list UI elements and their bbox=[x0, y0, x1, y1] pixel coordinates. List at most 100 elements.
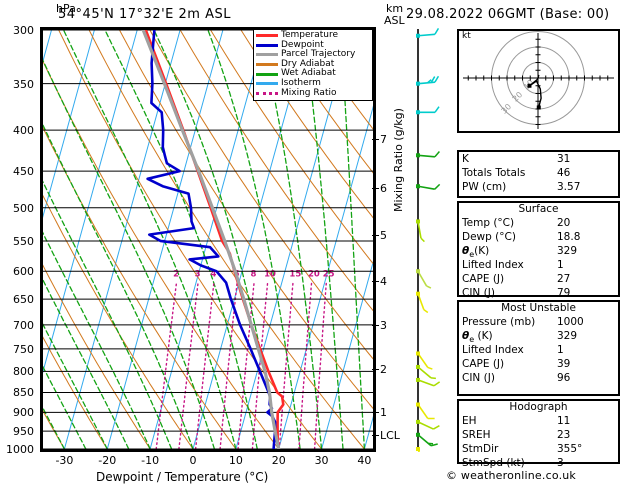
height-tick-label: 7 bbox=[380, 133, 387, 147]
info-value: 96 bbox=[557, 372, 571, 384]
pressure-tick-label: 1000 bbox=[6, 443, 34, 456]
pressure-tick-label: 850 bbox=[13, 386, 34, 400]
info-row: Lifted Index 1 bbox=[459, 343, 618, 357]
mixing-ratio-label: 10 bbox=[264, 270, 276, 280]
pressure-unit-label: hPa bbox=[56, 2, 76, 15]
pressure-tick-label: 750 bbox=[13, 342, 34, 356]
info-label: Lifted Index bbox=[462, 344, 524, 356]
info-row: θe(K) 329 bbox=[459, 244, 618, 260]
info-value: 23 bbox=[557, 429, 571, 441]
pressure-tick-label: 550 bbox=[13, 234, 34, 248]
mixing-ratio-label: 4 bbox=[210, 270, 216, 280]
info-value: 20 bbox=[557, 217, 571, 229]
lcl-label: LCL bbox=[380, 428, 400, 442]
wind-barb bbox=[416, 151, 440, 158]
isotherm-line bbox=[43, 30, 95, 219]
legend-swatch bbox=[256, 43, 278, 47]
legend-label: Dewpoint bbox=[281, 39, 324, 50]
info-value: 11 bbox=[557, 415, 571, 427]
hodograph-marker bbox=[527, 83, 532, 88]
wind-barb bbox=[416, 364, 436, 380]
dry-adiabat-line bbox=[270, 30, 373, 174]
wind-barb bbox=[416, 219, 425, 243]
pressure-tick-label: 950 bbox=[13, 425, 34, 439]
height-tick-mark bbox=[372, 139, 379, 141]
info-row: Temp (°C) 20 bbox=[459, 216, 618, 230]
info-row: PW (cm) 3.57 bbox=[459, 180, 618, 194]
height-tick-label: 5 bbox=[380, 228, 387, 242]
info-row: SREH 23 bbox=[459, 428, 618, 442]
datetime-title: 29.08.2022 06GMT (Base: 00) bbox=[406, 7, 610, 22]
info-value: 3 bbox=[557, 457, 564, 469]
most-unstable-box: Most Unstable Pressure (mb) 1000 θe (K) 329 L… bbox=[457, 300, 620, 396]
info-label: CIN (J) bbox=[462, 372, 495, 384]
wind-barb bbox=[416, 402, 435, 420]
wet-adiabat-line bbox=[43, 58, 216, 449]
temperature-tick-label: -30 bbox=[55, 454, 74, 467]
station-title: 54°45'N 17°32'E 2m ASL bbox=[58, 7, 231, 22]
info-value: 1 bbox=[557, 259, 564, 271]
temperature-tick-label: 10 bbox=[228, 454, 243, 467]
info-label: Lifted Index bbox=[462, 259, 524, 271]
legend-item: Temperature bbox=[256, 30, 370, 41]
info-value: 27 bbox=[557, 273, 571, 285]
wind-barb bbox=[416, 351, 433, 370]
temperature-tick-label: -10 bbox=[141, 454, 160, 467]
info-value: 18.8 bbox=[557, 231, 581, 243]
info-value: 329 bbox=[557, 330, 578, 342]
legend-swatch bbox=[256, 63, 278, 67]
height-tick-mark bbox=[372, 234, 379, 236]
dry-adiabat-line bbox=[43, 336, 108, 449]
info-value: 79 bbox=[557, 287, 571, 299]
info-label: StmSpd (kt) bbox=[462, 457, 525, 469]
isotherm-line bbox=[278, 105, 373, 449]
legend-swatch bbox=[256, 82, 278, 86]
mixing-ratio-line bbox=[178, 281, 199, 449]
wet-adiabat-line bbox=[43, 365, 87, 449]
temperature-tick-label: 0 bbox=[189, 454, 197, 467]
info-row: EH 11 bbox=[459, 414, 618, 428]
info-row: StmSpd (kt) 3 bbox=[459, 456, 618, 470]
temperature-tick-label: 20 bbox=[271, 454, 286, 467]
isotherm-line bbox=[149, 30, 267, 449]
info-row: CAPE (J) 39 bbox=[459, 357, 618, 371]
info-label: SREH bbox=[462, 429, 491, 441]
info-label: CIN (J) bbox=[462, 287, 495, 299]
isotherm-line bbox=[321, 260, 373, 449]
isotherm-line bbox=[63, 30, 181, 449]
mixing-ratio-line bbox=[298, 281, 313, 449]
pressure-tick-label: 650 bbox=[13, 293, 34, 307]
mixing-ratio-line bbox=[219, 281, 238, 449]
pressure-tick-label: 350 bbox=[13, 77, 34, 91]
legend-item: Mixing Ratio bbox=[256, 88, 370, 99]
legend-label: Temperature bbox=[281, 30, 339, 40]
box-title: Most Unstable bbox=[501, 302, 576, 314]
mixing-ratio-line bbox=[313, 281, 327, 449]
mixing-ratio-line bbox=[155, 281, 178, 449]
pressure-tick-label: 300 bbox=[13, 24, 34, 37]
hodograph-stats-box: Hodograph EH 11 SREH 23 StmDir 355° StmSpd (kt)… bbox=[457, 399, 620, 469]
info-row: CIN (J) 96 bbox=[459, 371, 618, 385]
height-tick-mark bbox=[372, 187, 379, 189]
info-label: Temp (°C) bbox=[462, 217, 515, 229]
info-label: θe(K) bbox=[462, 245, 490, 260]
info-label: CAPE (J) bbox=[462, 273, 505, 285]
legend-swatch bbox=[256, 34, 278, 38]
profile-parcel-trajectory bbox=[141, 30, 281, 449]
hodograph-ring-label: 30 bbox=[500, 102, 514, 116]
wind-barb-column bbox=[400, 27, 448, 469]
mixing-ratio-label: 3 bbox=[195, 270, 201, 280]
mixing-ratio-line bbox=[251, 281, 269, 449]
info-value: 355° bbox=[557, 443, 583, 455]
copyright-footer: © weatheronline.co.uk bbox=[446, 469, 577, 482]
pressure-tick-label: 800 bbox=[13, 365, 34, 379]
wet-adiabat-line bbox=[43, 231, 151, 449]
legend-swatch bbox=[256, 72, 278, 76]
info-label: CAPE (J) bbox=[462, 358, 505, 370]
legend-item: Isotherm bbox=[256, 78, 370, 89]
box-title: Hodograph bbox=[509, 401, 568, 413]
legend-label: Parcel Trajectory bbox=[281, 49, 356, 60]
height-unit-label: km bbox=[386, 2, 404, 15]
